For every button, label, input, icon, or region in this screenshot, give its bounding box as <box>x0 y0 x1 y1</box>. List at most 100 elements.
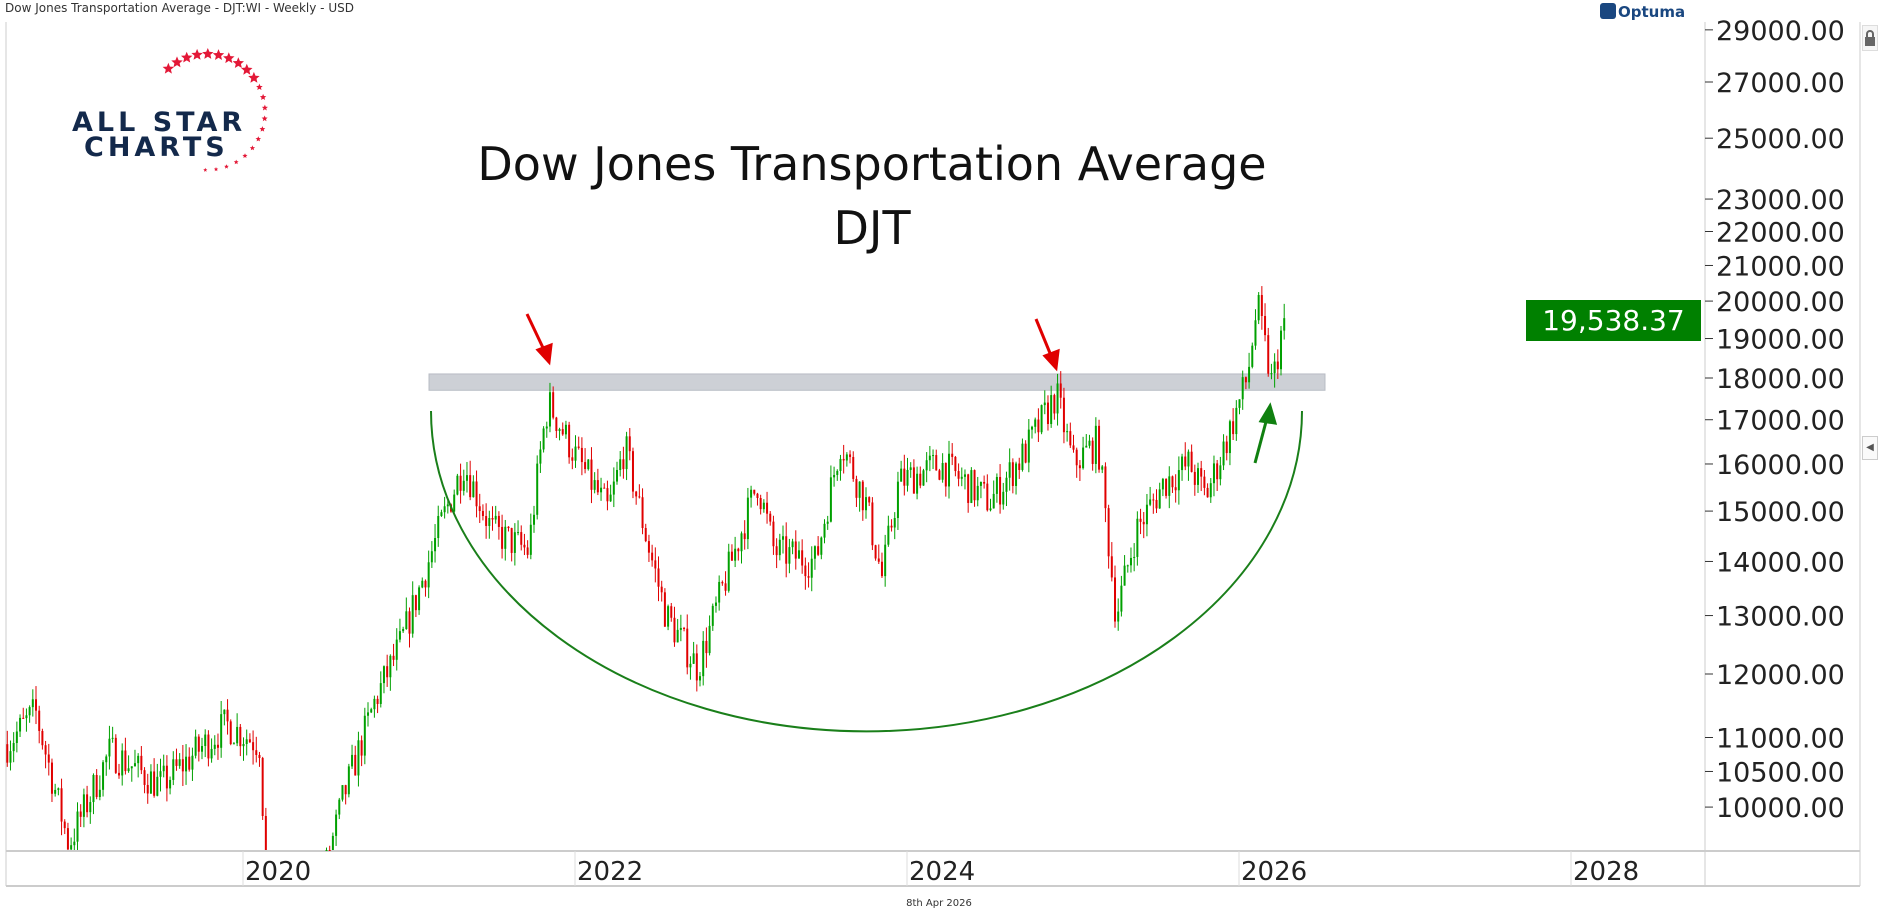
candle <box>70 837 73 850</box>
candle <box>370 707 373 714</box>
candle <box>903 454 906 496</box>
collapse-panel-button[interactable]: ◀ <box>1862 436 1878 460</box>
candle <box>619 451 622 477</box>
candle <box>172 751 175 786</box>
candle <box>485 503 488 539</box>
star-icon <box>248 71 260 83</box>
time-tick-label: 2024 <box>909 857 975 887</box>
price-axis[interactable]: 29000.00 27000.00 25000.00 23000.0022000.00… <box>1705 16 1845 824</box>
candle <box>960 467 963 487</box>
candle <box>855 475 858 507</box>
candle <box>577 436 580 450</box>
candle <box>529 513 532 560</box>
candle <box>1114 565 1117 628</box>
candle <box>1161 477 1164 497</box>
candle <box>766 491 769 524</box>
candle <box>686 614 689 675</box>
candle <box>587 458 590 471</box>
candle <box>600 477 603 501</box>
candle <box>236 713 239 747</box>
candle <box>833 466 836 487</box>
candle <box>807 562 810 588</box>
candle <box>740 531 743 564</box>
candle <box>146 773 149 804</box>
candle <box>98 775 101 801</box>
candle <box>44 740 47 769</box>
price-tick-label: 22000.00 <box>1716 218 1845 249</box>
candle <box>788 538 791 574</box>
candle <box>670 602 673 622</box>
candle <box>714 596 717 613</box>
candle <box>721 580 724 586</box>
candle <box>746 487 749 550</box>
candle <box>801 539 804 574</box>
candle <box>1024 440 1027 464</box>
chart-title: Dow Jones Transportation Average <box>477 137 1266 191</box>
candle <box>839 454 842 481</box>
optuma-label: Optuma <box>1618 3 1686 21</box>
candle <box>382 665 385 694</box>
price-tick-label: 16000.00 <box>1716 450 1845 481</box>
candle <box>82 788 85 828</box>
candle <box>954 455 957 477</box>
candle <box>1145 493 1148 537</box>
candle <box>1206 483 1209 498</box>
lock-scale-button[interactable] <box>1862 25 1878 51</box>
candle <box>1040 404 1043 435</box>
candle <box>149 764 152 794</box>
price-tick-label: 11000.00 <box>1716 724 1845 755</box>
candle <box>494 505 497 524</box>
candle <box>628 428 631 461</box>
candle <box>1110 542 1113 582</box>
star-icon <box>261 115 268 122</box>
candle <box>1158 482 1161 509</box>
candle <box>54 783 57 797</box>
candle <box>651 544 654 567</box>
candle <box>1062 387 1065 444</box>
candle <box>408 607 411 648</box>
candle <box>564 420 567 439</box>
candle <box>676 618 679 643</box>
candle <box>1011 458 1014 494</box>
candle <box>590 447 593 504</box>
last-price-label: 19,538.37 <box>1526 300 1701 341</box>
candle <box>1037 408 1040 442</box>
candle <box>124 737 127 775</box>
time-axis[interactable]: 2020 2022 2024 2026 2028 <box>242 851 1639 887</box>
candle <box>880 552 883 578</box>
candle <box>351 744 354 769</box>
candle <box>1126 564 1129 573</box>
candle <box>1101 464 1104 474</box>
candle <box>877 544 880 564</box>
candle <box>1203 469 1206 496</box>
candle <box>1225 435 1228 461</box>
price-tick-label: 15000.00 <box>1716 497 1845 528</box>
candle <box>1228 419 1231 466</box>
candle <box>354 745 357 776</box>
star-icon <box>213 167 219 172</box>
price-tick-label: 20000.00 <box>1716 287 1845 318</box>
all-star-charts-logo: ALL STAR CHARTS <box>72 48 268 172</box>
candle <box>536 455 539 520</box>
candle <box>491 506 494 531</box>
candle <box>699 671 702 687</box>
candle <box>689 656 692 680</box>
candle <box>849 450 852 464</box>
candle <box>638 484 641 499</box>
candle <box>1091 437 1094 471</box>
candle <box>654 547 657 583</box>
candle <box>232 742 235 745</box>
candle <box>542 426 545 453</box>
candle <box>657 556 660 602</box>
candle <box>1235 400 1238 441</box>
price-tick-label: 12000.00 <box>1716 660 1845 691</box>
candle <box>900 460 903 482</box>
candle <box>635 490 638 505</box>
star-icon <box>181 51 193 63</box>
candle <box>967 473 970 513</box>
candle <box>331 832 334 850</box>
candle <box>513 523 516 566</box>
price-tick-label: 13000.00 <box>1716 602 1845 633</box>
price-tick-label: 10500.00 <box>1716 757 1845 788</box>
